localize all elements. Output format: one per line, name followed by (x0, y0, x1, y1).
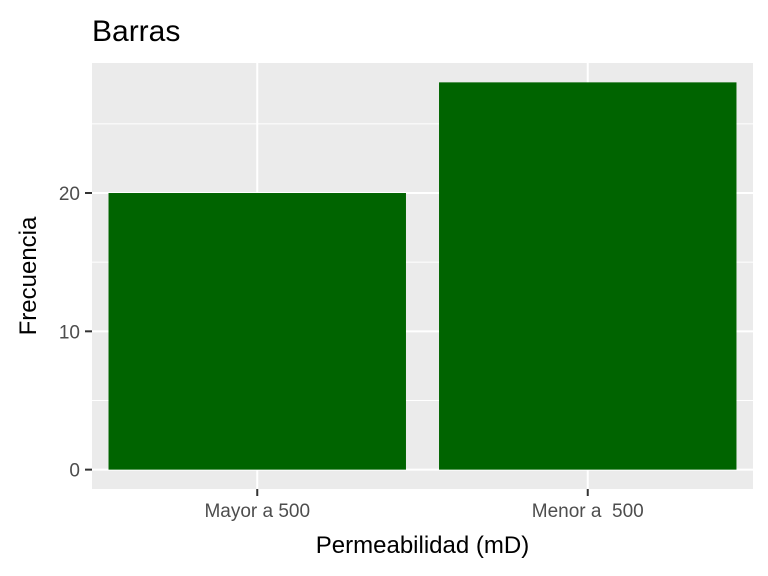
y-tick-label: 10 (59, 322, 80, 343)
bar (439, 82, 737, 470)
x-tick-label: Mayor a 500 (204, 501, 310, 522)
y-tick-label: 20 (59, 184, 80, 205)
x-axis: Mayor a 500 Menor a 500 (204, 489, 644, 522)
bars (108, 82, 737, 470)
y-axis: 0 10 20 (59, 184, 92, 482)
x-tick-label: Menor a 500 (532, 501, 644, 522)
x-axis-title: Permeabilidad (mD) (316, 532, 529, 559)
chart-title: Barras (92, 15, 180, 48)
y-tick-label: 0 (69, 461, 80, 482)
bar (108, 193, 406, 470)
y-axis-title: Frecuencia (15, 216, 42, 335)
